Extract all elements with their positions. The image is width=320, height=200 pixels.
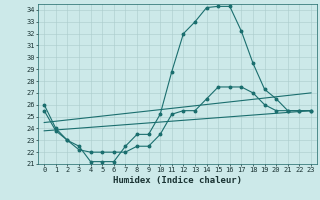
X-axis label: Humidex (Indice chaleur): Humidex (Indice chaleur) (113, 176, 242, 185)
